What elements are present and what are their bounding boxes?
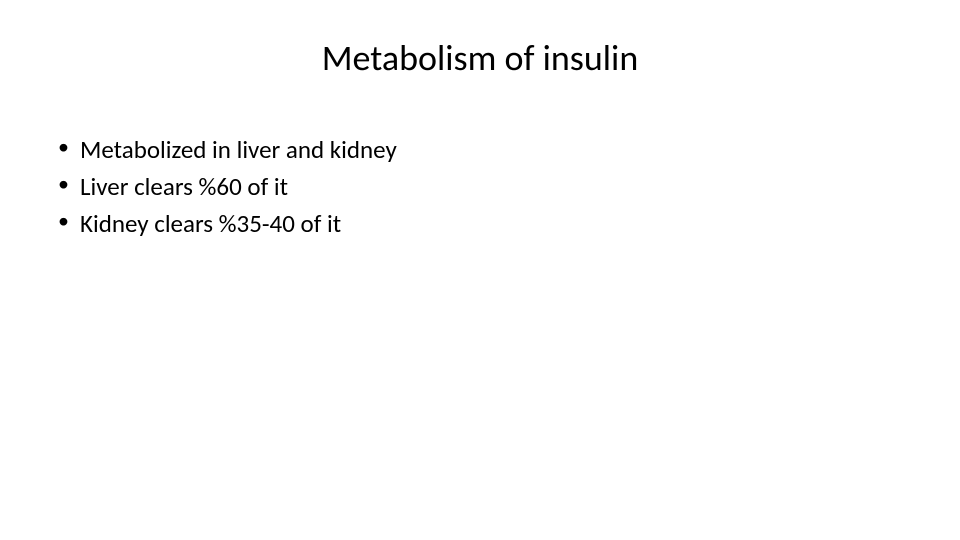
bullet-list: Metabolized in liver and kidney Liver cl… [48, 132, 912, 241]
slide-title: Metabolism of insulin [48, 36, 912, 80]
bullet-item: Liver clears %60 of it [58, 169, 912, 204]
slide-container: Metabolism of insulin Metabolized in liv… [0, 0, 960, 540]
bullet-item: Kidney clears %35-40 of it [58, 206, 912, 241]
bullet-item: Metabolized in liver and kidney [58, 132, 912, 167]
